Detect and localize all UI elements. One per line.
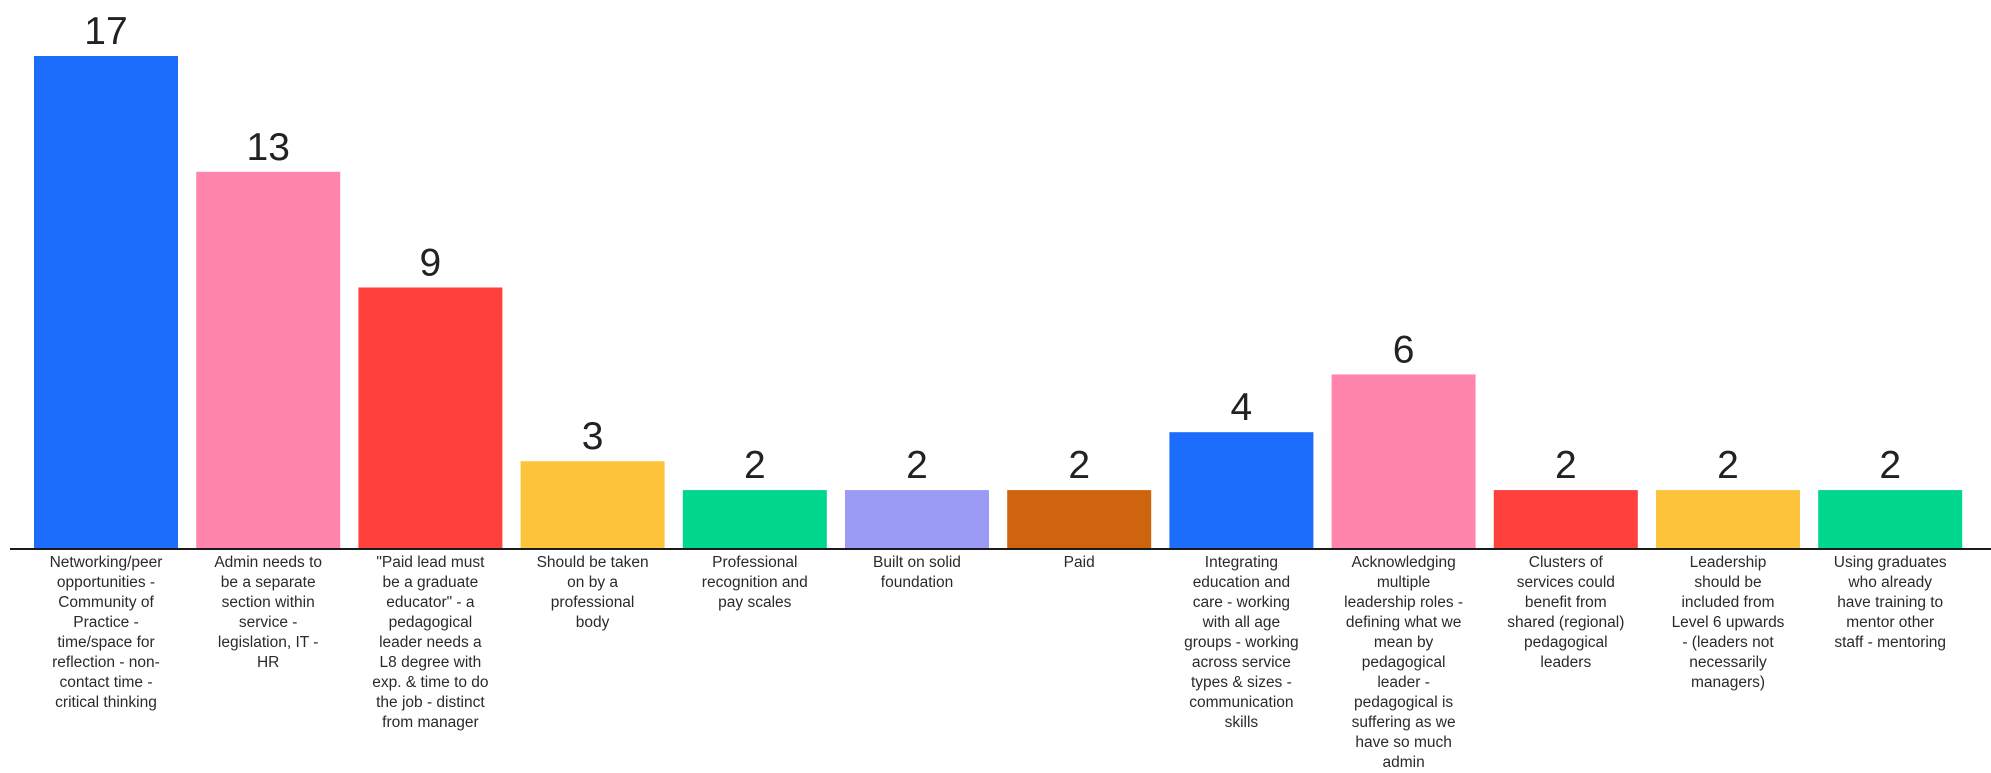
value-label-8: 4 xyxy=(1231,386,1253,429)
bar-5 xyxy=(682,490,827,548)
value-label-9: 6 xyxy=(1393,328,1415,371)
bar-4 xyxy=(520,461,665,548)
value-label-12: 2 xyxy=(1879,444,1901,487)
value-label-3: 9 xyxy=(420,242,442,285)
bar-9 xyxy=(1331,374,1476,548)
value-label-2: 13 xyxy=(247,126,290,169)
bar-6 xyxy=(845,490,989,548)
value-label-4: 3 xyxy=(582,415,604,458)
bar-2 xyxy=(196,171,341,549)
bar-8 xyxy=(1169,432,1314,548)
bar-1 xyxy=(34,56,178,548)
value-label-6: 2 xyxy=(906,444,928,487)
value-label-10: 2 xyxy=(1555,444,1577,487)
value-label-1: 17 xyxy=(84,10,127,53)
bar-12 xyxy=(1818,490,1963,548)
bar-7 xyxy=(1007,490,1152,548)
bar-3 xyxy=(358,287,503,548)
value-label-11: 2 xyxy=(1717,444,1739,487)
value-label-7: 2 xyxy=(1068,444,1090,487)
bar-10 xyxy=(1493,490,1638,548)
value-label-5: 2 xyxy=(744,444,766,487)
bar-11 xyxy=(1656,490,1800,548)
